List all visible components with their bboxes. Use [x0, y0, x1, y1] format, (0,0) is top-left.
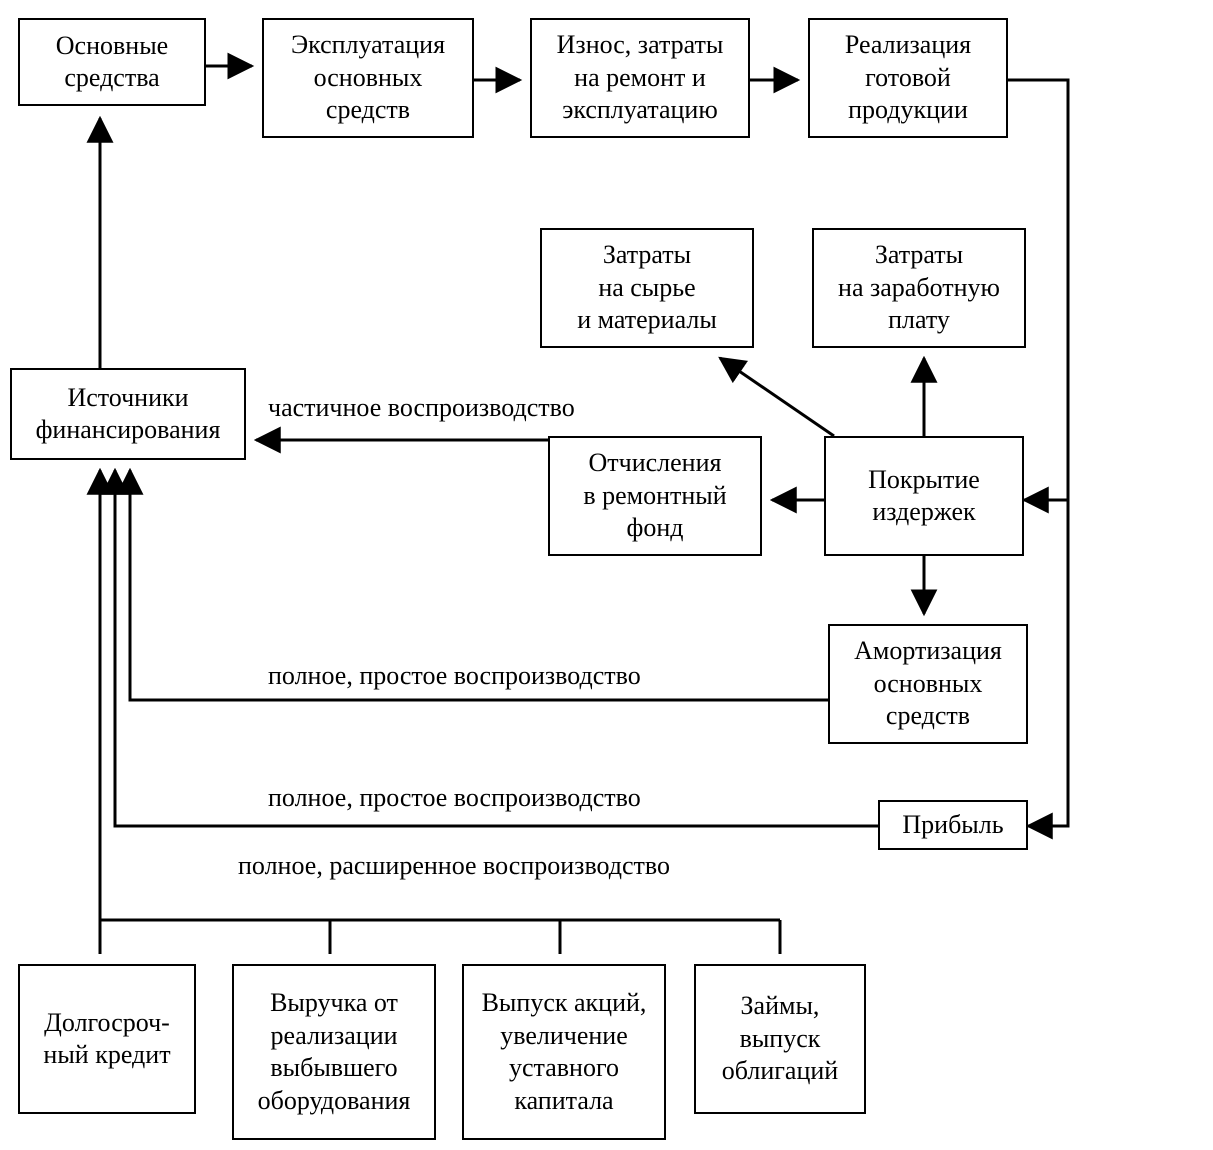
- node-label: Источники финансирования: [36, 382, 221, 447]
- node-long_credit: Долгосроч- ный кредит: [18, 964, 196, 1114]
- node-label: Износ, затраты на ремонт и эксплуатацию: [557, 29, 724, 127]
- node-wage_cost: Затраты на заработную плату: [812, 228, 1026, 348]
- node-label: Выручка от реализации выбывшего оборудов…: [258, 987, 411, 1117]
- node-label: Займы, выпуск облигаций: [722, 990, 838, 1088]
- node-fixed_assets: Основные средства: [18, 18, 206, 106]
- node-label: Прибыль: [902, 809, 1003, 842]
- node-label: Отчисления в ремонтный фонд: [583, 447, 726, 545]
- node-sources: Источники финансирования: [10, 368, 246, 460]
- node-loans: Займы, выпуск облигаций: [694, 964, 866, 1114]
- node-label: Покрытие издержек: [868, 464, 980, 529]
- node-repair_fund: Отчисления в ремонтный фонд: [548, 436, 762, 556]
- edge-label-partial: частичное воспроизводство: [268, 392, 575, 423]
- node-label: Затраты на сырье и материалы: [577, 239, 717, 337]
- edge-label-full2: полное, простое воспроизводство: [268, 782, 641, 813]
- node-label: Затраты на заработную плату: [838, 239, 1000, 337]
- node-label: Выпуск акций, увеличение уставного капит…: [482, 987, 647, 1117]
- node-shares: Выпуск акций, увеличение уставного капит…: [462, 964, 666, 1140]
- edge-label-full1: полное, простое воспроизводство: [268, 660, 641, 691]
- edge-label-extended: полное, расширенное воспроизводство: [238, 850, 670, 881]
- node-equip_sale: Выручка от реализации выбывшего оборудов…: [232, 964, 436, 1140]
- edge-e12: [115, 470, 878, 826]
- node-label: Эксплуатация основных средств: [291, 29, 445, 127]
- node-profit: Прибыль: [878, 800, 1028, 850]
- node-label: Реализация готовой продукции: [845, 29, 971, 127]
- edge-e5: [1028, 500, 1068, 826]
- node-label: Долгосроч- ный кредит: [43, 1007, 170, 1072]
- node-label: Амортизация основных средств: [854, 635, 1002, 733]
- node-materials_cost: Затраты на сырье и материалы: [540, 228, 754, 348]
- node-sales: Реализация готовой продукции: [808, 18, 1008, 138]
- node-operation: Эксплуатация основных средств: [262, 18, 474, 138]
- edge-e7: [720, 358, 834, 436]
- flowchart-canvas: Основные средства Эксплуатация основных с…: [0, 0, 1213, 1150]
- node-cover_costs: Покрытие издержек: [824, 436, 1024, 556]
- node-depreciation: Амортизация основных средств: [828, 624, 1028, 744]
- node-wear: Износ, затраты на ремонт и эксплуатацию: [530, 18, 750, 138]
- node-label: Основные средства: [56, 30, 168, 95]
